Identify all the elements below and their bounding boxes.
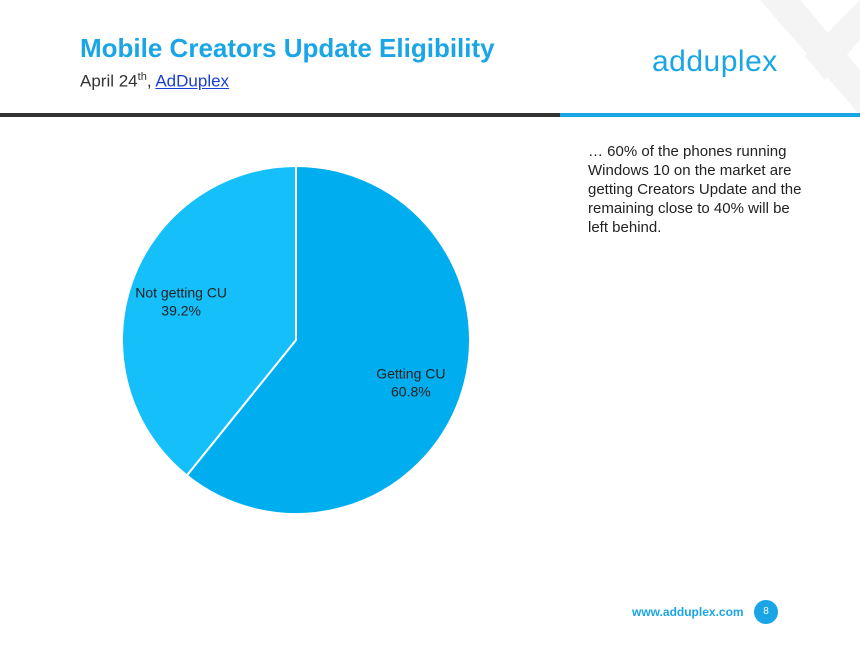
date-separator: , — [146, 71, 156, 91]
pie-label-1: Not getting CU — [135, 284, 227, 300]
pie-value-label-0: 60.8% — [391, 384, 431, 400]
date-text: April 24 — [80, 71, 138, 91]
footer-url: www.adduplex.com — [632, 605, 744, 619]
adduplex-logo: adduplex — [652, 45, 778, 78]
background-x-decoration — [760, 0, 860, 115]
page-subtitle: April 24th, AdDuplex — [80, 71, 229, 92]
pie-slice-not-getting-cu — [121, 164, 297, 477]
date-suffix: th — [137, 71, 147, 83]
pie-chart: Getting CU 60.8% Not getting CU 39.2% — [121, 164, 471, 515]
pie-value-label-1: 39.2% — [161, 302, 201, 318]
pie-label-0: Getting CU — [376, 366, 445, 382]
commentary-text: … 60% of the phones running Windows 10 o… — [588, 143, 802, 236]
pie-slice-getting-cu — [185, 164, 471, 515]
page-title: Mobile Creators Update Eligibility — [80, 33, 495, 63]
adduplex-link[interactable]: AdDuplex — [155, 71, 230, 91]
header-divider-dark — [0, 113, 560, 117]
page-number-badge: 8 — [754, 600, 778, 624]
